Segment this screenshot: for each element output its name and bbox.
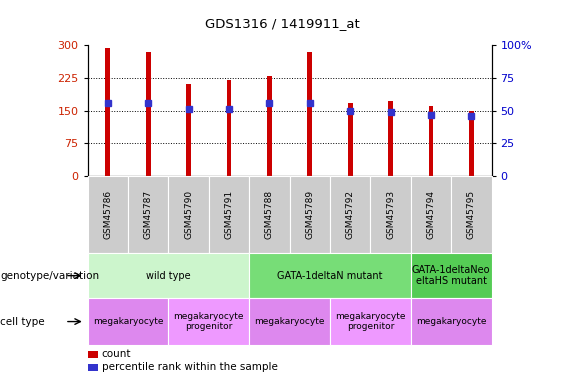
- Text: GDS1316 / 1419911_at: GDS1316 / 1419911_at: [205, 17, 360, 30]
- Text: GATA-1deltaNeo
eltaHS mutant: GATA-1deltaNeo eltaHS mutant: [412, 265, 490, 286]
- Text: count: count: [102, 350, 131, 359]
- Text: megakaryocyte
progenitor: megakaryocyte progenitor: [335, 312, 406, 331]
- Text: GSM45791: GSM45791: [224, 190, 233, 239]
- Text: GSM45792: GSM45792: [346, 190, 355, 239]
- Text: GSM45794: GSM45794: [427, 190, 436, 239]
- Bar: [347, 103, 353, 176]
- Text: genotype/variation: genotype/variation: [0, 271, 99, 280]
- Text: cell type: cell type: [0, 316, 45, 327]
- Bar: [146, 52, 151, 176]
- Bar: [227, 80, 232, 176]
- Text: GSM45789: GSM45789: [305, 190, 314, 239]
- Text: wild type: wild type: [146, 271, 190, 280]
- Bar: [105, 48, 110, 176]
- Text: megakaryocyte
progenitor: megakaryocyte progenitor: [173, 312, 244, 331]
- Text: GSM45788: GSM45788: [265, 190, 274, 239]
- Bar: [307, 52, 312, 176]
- Bar: [428, 106, 433, 176]
- Text: megakaryocyte: megakaryocyte: [254, 317, 325, 326]
- Text: GSM45793: GSM45793: [386, 190, 395, 239]
- Bar: [267, 76, 272, 176]
- Text: megakaryocyte: megakaryocyte: [416, 317, 486, 326]
- Text: GSM45795: GSM45795: [467, 190, 476, 239]
- Bar: [388, 101, 393, 176]
- Text: GATA-1deltaN mutant: GATA-1deltaN mutant: [277, 271, 383, 280]
- Text: megakaryocyte: megakaryocyte: [93, 317, 163, 326]
- Bar: [186, 84, 191, 176]
- Text: GSM45790: GSM45790: [184, 190, 193, 239]
- Text: percentile rank within the sample: percentile rank within the sample: [102, 362, 277, 372]
- Text: GSM45787: GSM45787: [144, 190, 153, 239]
- Text: GSM45786: GSM45786: [103, 190, 112, 239]
- Bar: [469, 111, 474, 176]
